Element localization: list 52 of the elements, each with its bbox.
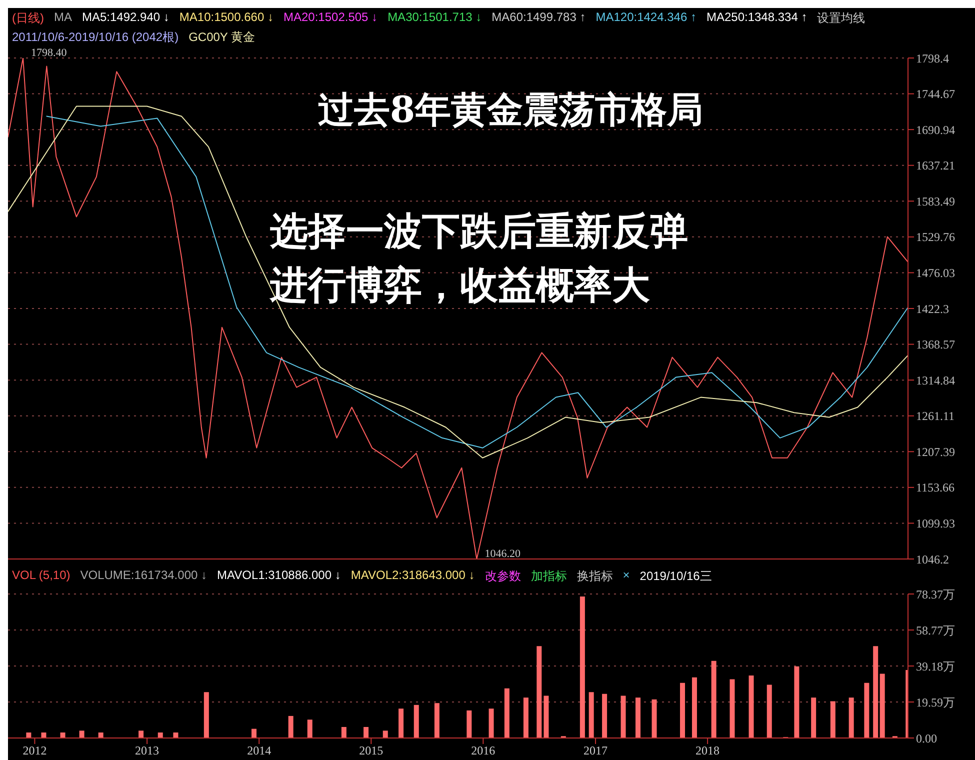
x-tick-label: 2018 [696,744,720,758]
text: 设置均线 [817,10,866,27]
x-tick-label: 2017 [584,744,608,758]
text: 2019/10/16三 [640,568,712,585]
x-tick-label: 2012 [22,744,47,758]
y-tick-label: 1207.39 [916,444,955,459]
y-tick-label: 1261.11 [916,409,955,424]
y-tick-label: 39.18万 [916,659,955,674]
text: 2011/10/6-2019/10/16 (2042根) [12,29,179,46]
text: MA10:1500.660 ↓ [179,10,274,26]
text: MA5:1492.940 ↓ [82,10,170,26]
text: 加指标 [530,568,567,585]
text: (日线) [12,10,44,27]
text: 改参数 [484,568,521,585]
y-tick-label: 1798.4 [916,51,949,66]
text: MA [54,10,72,26]
y-tick-label: 1583.49 [916,194,955,208]
text: VOLUME:161734.000 ↓ [80,568,207,584]
y-tick-label: 1099.93 [916,516,955,530]
y-tick-label: 1153.66 [916,480,955,495]
text: 换指标 [576,568,613,585]
y-tick-label: 1476.03 [916,266,955,280]
y-tick-label: 0.00 [916,731,937,746]
y-tick-label: 1744.67 [916,87,955,102]
y-tick-label: 19.59万 [916,695,955,710]
y-tick-label: 1368.57 [916,338,955,352]
y-tick-label: 1046.2 [916,552,949,566]
text: MAVOL2:318643.000 ↓ [350,568,475,584]
text: MA60:1499.783 ↑ [492,10,586,26]
y-tick-label: 1422.3 [916,302,949,316]
text: MA20:1502.505 ↓ [283,10,378,26]
y-tick-label: 78.37万 [916,587,955,602]
text: MA120:1424.346 ↑ [596,10,696,26]
text: 选择一波下跌后重新反弹进行博弈，收益概率大 [270,207,689,309]
annotation: 1798.40 [31,46,68,59]
y-tick-label: 1314.84 [916,373,955,388]
x-tick-label: 2016 [471,744,496,758]
annotation: 1046.20 [484,548,521,560]
text: VOL (5,10) [12,568,70,584]
y-tick-label: 1690.94 [916,122,955,137]
text: × [622,568,630,584]
y-tick-label: 58.77万 [916,623,955,638]
text: MA30:1501.713 ↓ [388,10,482,26]
y-tick-label: 1637.21 [916,158,955,173]
text: 过去8年黄金震荡市格局 [318,88,704,133]
x-tick-label: 2013 [135,744,160,758]
text: MA250:1348.334 ↑ [706,10,808,26]
text: GC00Y 黄金 [188,29,256,46]
y-tick-label: 1529.76 [916,230,955,244]
text: MAVOL1:310886.000 ↓ [217,568,341,584]
x-tick-label: 2015 [359,744,384,758]
x-tick-label: 2014 [247,744,272,758]
